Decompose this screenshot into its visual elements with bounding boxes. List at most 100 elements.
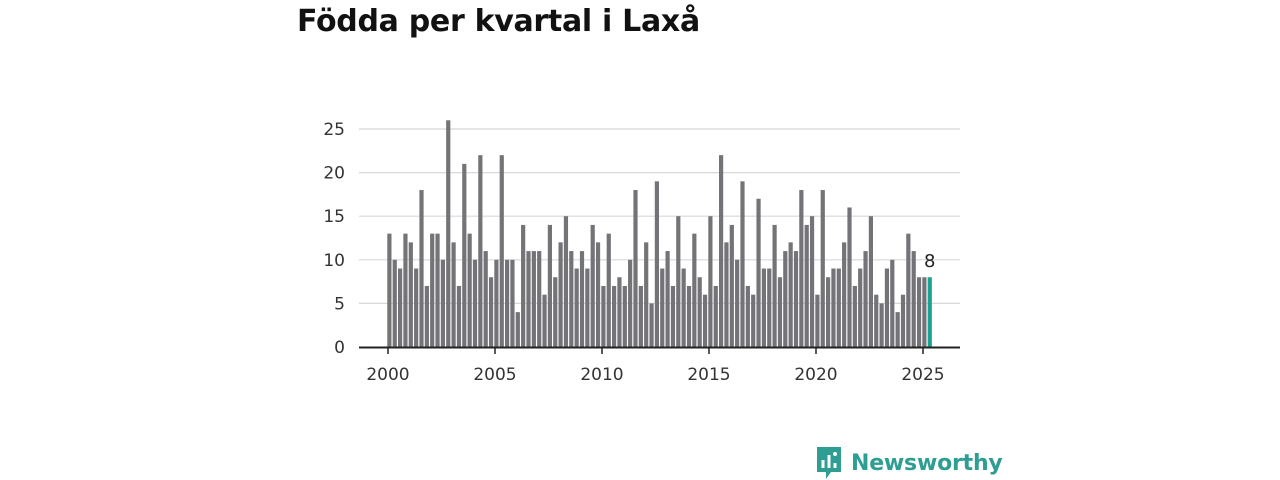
bar: [879, 303, 884, 347]
y-tick-label: 0: [334, 338, 345, 358]
bar: [462, 163, 467, 347]
bar: [884, 268, 890, 347]
bar: [735, 259, 740, 347]
bar: [446, 120, 451, 347]
bar: [483, 251, 488, 347]
bar: [756, 198, 761, 347]
bar: [612, 285, 617, 347]
newsworthy-logo[interactable]: Newsworthy: [815, 446, 1003, 480]
bar: [499, 155, 504, 347]
bar: [387, 233, 392, 347]
bar: [628, 259, 633, 347]
bar: [601, 285, 606, 347]
bar: [922, 277, 927, 347]
bar: [777, 277, 783, 347]
bar: [665, 251, 670, 347]
bar: [622, 285, 627, 347]
bar: [676, 216, 681, 347]
bar: [804, 224, 809, 347]
bar: [403, 233, 408, 347]
bar: [852, 285, 857, 347]
bar: [644, 242, 649, 347]
bar: [505, 259, 510, 347]
bar: [537, 251, 542, 347]
bars: [387, 120, 932, 347]
bar: [911, 251, 916, 347]
bar: [595, 242, 601, 347]
bar: [654, 181, 659, 347]
y-tick-label: 20: [323, 164, 345, 184]
bar: [494, 259, 499, 347]
bar: [863, 251, 868, 347]
bar: [531, 251, 536, 347]
bar: [510, 259, 515, 347]
bar: [788, 242, 793, 347]
bar: [831, 268, 836, 347]
bar: [606, 233, 611, 347]
y-tick-label: 15: [323, 207, 345, 227]
x-axis: 2000 2005 2010 2015 2020 2025: [359, 346, 960, 385]
y-axis-labels: 0 5 10 15 20 25: [323, 120, 345, 358]
bar-highlight: [927, 277, 932, 347]
bar: [772, 224, 777, 347]
bar: [916, 277, 922, 347]
bar: [815, 294, 820, 347]
x-tick-label: 2020: [794, 365, 837, 385]
bar: [435, 233, 440, 347]
bar: [799, 190, 804, 347]
bar: [649, 303, 654, 347]
bar: [686, 285, 692, 347]
bar: [906, 233, 911, 347]
bar: [826, 277, 831, 347]
bar: [713, 285, 718, 347]
bar: [569, 251, 574, 347]
bar: [547, 224, 552, 347]
chart-title: Födda per kvartal i Laxå: [297, 4, 700, 39]
y-tick-label: 10: [323, 251, 345, 271]
bar: [708, 216, 713, 347]
bar: [478, 155, 483, 347]
x-tick-label: 2010: [580, 365, 623, 385]
bar: [440, 259, 445, 347]
bar: [515, 312, 520, 347]
bar: [847, 207, 852, 347]
bar: [783, 251, 788, 347]
bar: [542, 294, 547, 347]
bar: [745, 285, 750, 347]
bar: [809, 216, 815, 347]
brand-name: Newsworthy: [851, 450, 1003, 476]
bar: [590, 224, 595, 347]
bar: [456, 285, 462, 347]
bar: [430, 233, 435, 347]
bar: [579, 251, 585, 347]
bar: [868, 216, 873, 347]
x-tick-label: 2000: [366, 365, 409, 385]
bar: [414, 268, 419, 347]
bar: [724, 242, 729, 347]
x-tick-label: 2025: [901, 365, 944, 385]
bar: [472, 259, 478, 347]
data-label: 8: [924, 251, 935, 272]
bar: [419, 190, 424, 347]
bar: [638, 285, 643, 347]
bar: [424, 285, 429, 347]
newsworthy-logo-icon: [817, 447, 841, 479]
y-tick-label: 25: [323, 120, 345, 140]
bar: [526, 251, 531, 347]
bar: [740, 181, 745, 347]
bar: [729, 224, 734, 347]
y-tick-label: 5: [334, 294, 345, 314]
bar: [751, 294, 756, 347]
bar: [874, 294, 879, 347]
bar: [553, 277, 558, 347]
bar: [558, 242, 563, 347]
bar: [697, 277, 702, 347]
bar: [900, 294, 906, 347]
bar: [858, 268, 863, 347]
bar: [563, 216, 569, 347]
bar: [392, 259, 397, 347]
bar: [820, 190, 825, 347]
x-tick-label: 2015: [687, 365, 730, 385]
bar: [895, 312, 900, 347]
